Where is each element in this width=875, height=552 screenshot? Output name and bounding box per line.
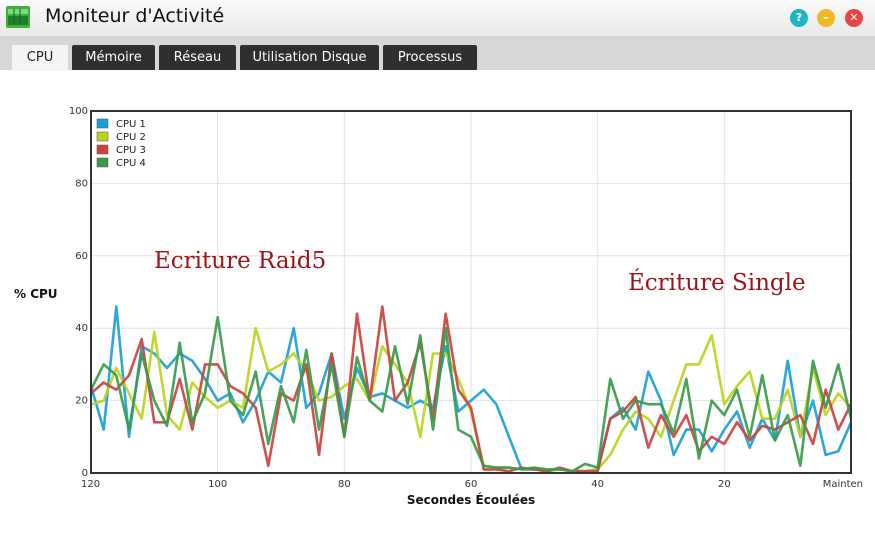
legend-label-cpu-3: CPU 3 xyxy=(116,145,146,156)
minimize-icon: – xyxy=(823,11,829,24)
y-axis-ticks: 0 20 40 60 80 100 xyxy=(69,106,88,479)
plot-frame xyxy=(90,110,852,474)
tab-processus[interactable]: Processus xyxy=(383,45,477,70)
x-axis-ticks: 120 100 80 60 40 20 Mainten xyxy=(81,479,863,490)
y-tick-label: 100 xyxy=(69,106,88,117)
x-tick-label: Mainten xyxy=(823,479,863,490)
tab-reseau[interactable]: Réseau xyxy=(159,45,236,70)
x-tick-label: 40 xyxy=(591,479,604,490)
close-button[interactable]: ✕ xyxy=(845,9,863,27)
series-line-cpu-3 xyxy=(90,305,853,473)
activity-monitor-app-icon xyxy=(6,6,30,28)
window-title: Moniteur d'Activité xyxy=(45,5,225,27)
legend-swatch-cpu-2 xyxy=(96,131,109,142)
legend-swatch-cpu-1 xyxy=(96,118,109,129)
legend-label-cpu-4: CPU 4 xyxy=(116,158,146,169)
minimize-button[interactable]: – xyxy=(817,9,835,27)
tab-utilisation-disque[interactable]: Utilisation Disque xyxy=(240,45,379,70)
chart-legend: CPU 1 CPU 2 CPU 3 CPU 4 xyxy=(96,118,146,169)
close-icon: ✕ xyxy=(849,11,859,24)
series-line-cpu-1 xyxy=(89,305,853,473)
chart-series xyxy=(89,305,853,473)
y-axis-label: % CPU xyxy=(14,287,58,301)
help-icon: ? xyxy=(795,11,803,24)
help-button[interactable]: ? xyxy=(790,9,808,27)
tab-bar: CPU Mémoire Réseau Utilisation Disque Pr… xyxy=(0,36,875,71)
y-tick-label: 60 xyxy=(75,251,88,262)
tab-memoire[interactable]: Mémoire xyxy=(72,45,155,70)
x-axis-label: Secondes Écoulées xyxy=(407,492,535,507)
legend-label-cpu-1: CPU 1 xyxy=(116,119,146,130)
title-bar: Moniteur d'Activité ? – ✕ xyxy=(0,0,875,36)
y-tick-label: 40 xyxy=(75,323,88,334)
x-tick-label: 120 xyxy=(81,479,100,490)
legend-swatch-cpu-4 xyxy=(96,157,109,168)
y-tick-label: 0 xyxy=(82,468,88,479)
x-tick-label: 100 xyxy=(208,479,227,490)
x-tick-label: 20 xyxy=(718,479,731,490)
y-tick-label: 80 xyxy=(75,178,88,189)
annotation-single: Écriture Single xyxy=(628,269,806,296)
annotation-raid5: Ecriture Raid5 xyxy=(154,248,326,274)
tab-cpu[interactable]: CPU xyxy=(12,45,68,71)
cpu-chart: 0 20 40 60 80 100 120 100 80 60 40 20 Mainten CPU 1… xyxy=(14,106,863,507)
legend-label-cpu-2: CPU 2 xyxy=(116,132,146,143)
legend-swatch-cpu-3 xyxy=(96,144,109,155)
x-tick-label: 60 xyxy=(465,479,478,490)
x-tick-label: 80 xyxy=(338,479,351,490)
y-tick-label: 20 xyxy=(75,396,88,407)
series-line-cpu-4 xyxy=(89,315,853,473)
